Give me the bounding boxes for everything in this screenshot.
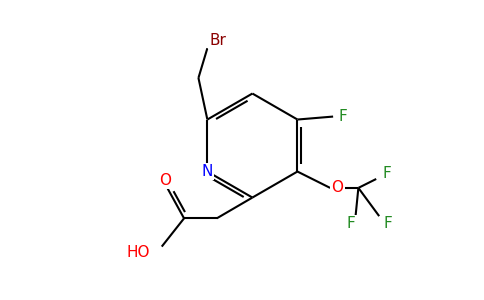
Text: N: N [202,164,213,179]
Text: HO: HO [126,245,150,260]
Text: F: F [382,166,391,181]
Text: F: F [384,216,393,231]
Text: O: O [159,173,171,188]
Text: F: F [338,109,347,124]
Text: Br: Br [209,33,226,48]
Text: F: F [347,216,355,231]
Text: O: O [332,180,344,195]
